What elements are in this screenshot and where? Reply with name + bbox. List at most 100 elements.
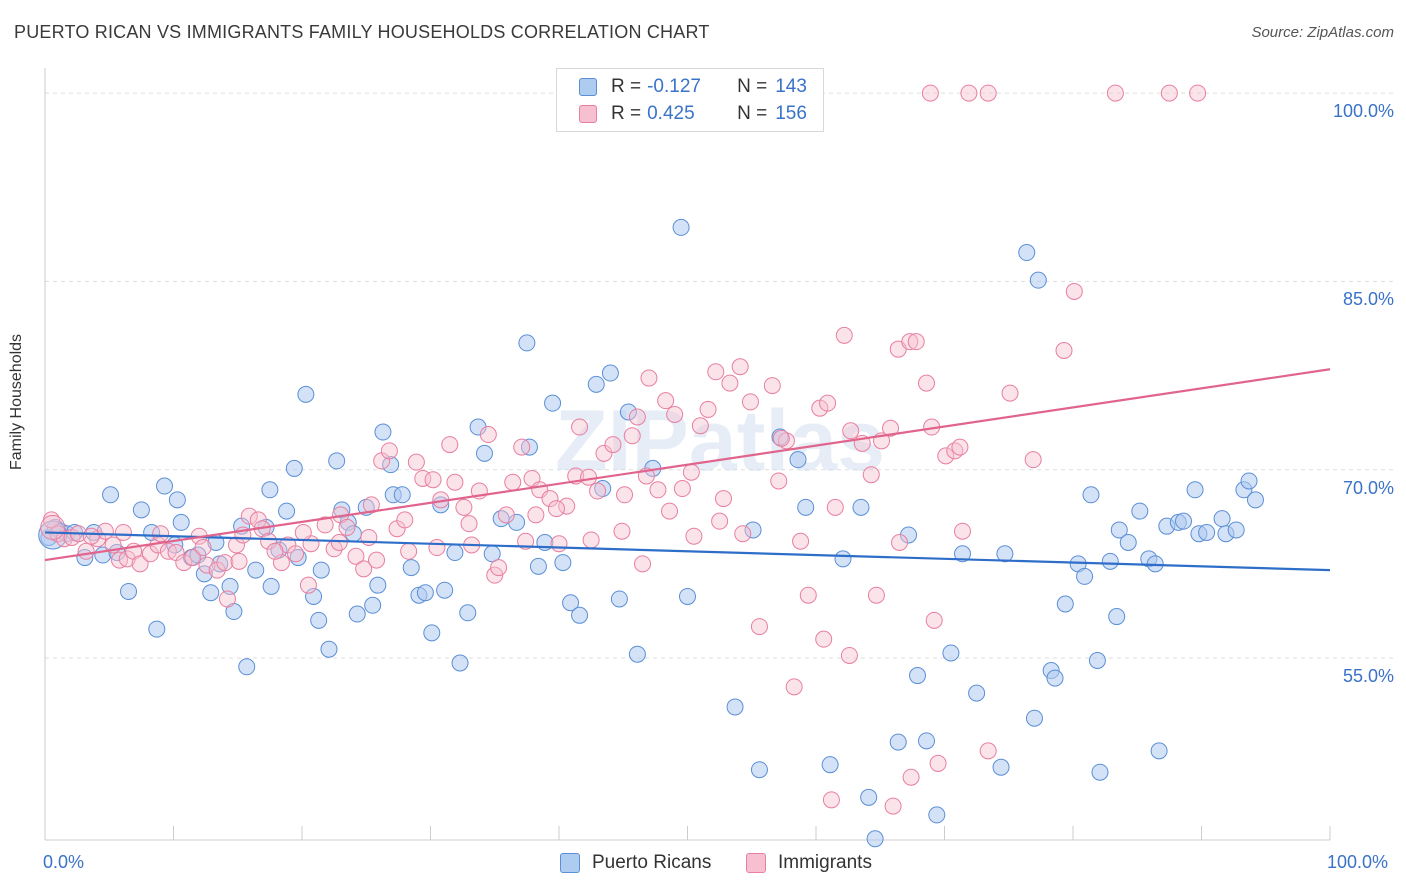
data-point-immigrants bbox=[634, 555, 652, 573]
source-note: Source: ZipAtlas.com bbox=[1251, 24, 1394, 41]
data-point-immigrants bbox=[446, 473, 464, 491]
data-point-immigrants bbox=[198, 556, 216, 574]
x-tick-label-min: 0.0% bbox=[43, 852, 85, 872]
data-point-immigrants bbox=[721, 374, 739, 392]
axes bbox=[44, 68, 1331, 841]
data-point-puerto-ricans bbox=[918, 732, 936, 750]
data-point-immigrants bbox=[114, 523, 132, 541]
data-point-puerto-ricans bbox=[1056, 595, 1074, 613]
data-point-immigrants bbox=[951, 438, 969, 456]
data-point-immigrants bbox=[979, 742, 997, 760]
data-point-puerto-ricans bbox=[475, 444, 493, 462]
data-point-puerto-ricans bbox=[554, 554, 572, 572]
data-point-puerto-ricans bbox=[750, 761, 768, 779]
data-point-puerto-ricans bbox=[992, 758, 1010, 776]
data-point-puerto-ricans bbox=[348, 605, 366, 623]
data-point-immigrants bbox=[424, 471, 442, 489]
data-point-immigrants bbox=[682, 463, 700, 481]
data-point-immigrants bbox=[623, 427, 641, 445]
data-point-immigrants bbox=[517, 532, 535, 550]
data-point-immigrants bbox=[547, 500, 565, 518]
data-point-immigrants bbox=[441, 436, 459, 454]
data-point-immigrants bbox=[862, 466, 880, 484]
data-point-puerto-ricans bbox=[278, 502, 296, 520]
data-point-immigrants bbox=[1001, 384, 1019, 402]
data-point-immigrants bbox=[792, 532, 810, 550]
data-point-immigrants bbox=[707, 363, 725, 381]
data-point-immigrants bbox=[338, 518, 356, 536]
data-point-puerto-ricans bbox=[102, 486, 120, 504]
data-point-immigrants bbox=[661, 502, 679, 520]
data-point-puerto-ricans bbox=[601, 364, 619, 382]
data-point-immigrants bbox=[819, 394, 837, 412]
data-point-immigrants bbox=[299, 576, 317, 594]
data-point-puerto-ricans bbox=[1213, 510, 1231, 528]
data-point-puerto-ricans bbox=[374, 423, 392, 441]
data-point-immigrants bbox=[380, 442, 398, 460]
data-point-immigrants bbox=[362, 496, 380, 514]
data-point-immigrants bbox=[734, 525, 752, 543]
data-point-immigrants bbox=[1024, 451, 1042, 469]
data-point-immigrants bbox=[685, 527, 703, 545]
data-point-puerto-ricans bbox=[1119, 533, 1137, 551]
data-point-puerto-ricans bbox=[571, 606, 589, 624]
data-point-puerto-ricans bbox=[285, 459, 303, 477]
data-point-immigrants bbox=[666, 405, 684, 423]
data-point-immigrants bbox=[1065, 282, 1083, 300]
data-point-puerto-ricans bbox=[148, 620, 166, 638]
data-point-immigrants bbox=[907, 333, 925, 351]
data-point-puerto-ricans bbox=[451, 654, 469, 672]
data-point-immigrants bbox=[266, 542, 284, 560]
data-point-immigrants bbox=[550, 535, 568, 553]
data-point-puerto-ricans bbox=[305, 587, 323, 605]
data-point-puerto-ricans bbox=[369, 576, 387, 594]
data-point-puerto-ricans bbox=[889, 733, 907, 751]
y-tick-label: 55.0% bbox=[1342, 665, 1394, 686]
data-point-immigrants bbox=[979, 84, 997, 102]
y-tick-label: 85.0% bbox=[1342, 289, 1394, 310]
data-point-immigrants bbox=[175, 554, 193, 572]
data-point-immigrants bbox=[527, 506, 545, 524]
data-point-puerto-ricans bbox=[393, 486, 411, 504]
data-point-puerto-ricans bbox=[221, 577, 239, 595]
r-value: -0.127 bbox=[647, 76, 701, 97]
legend-swatch-pink bbox=[746, 853, 766, 873]
data-point-puerto-ricans bbox=[821, 756, 839, 774]
data-point-puerto-ricans bbox=[996, 545, 1014, 563]
r-label: R = bbox=[611, 103, 642, 124]
data-point-immigrants bbox=[260, 532, 278, 550]
data-point-puerto-ricans bbox=[320, 640, 338, 658]
data-point-puerto-ricans bbox=[1091, 763, 1109, 781]
data-point-puerto-ricans bbox=[1131, 502, 1149, 520]
watermark: ZIPatlas bbox=[555, 393, 885, 489]
data-point-puerto-ricans bbox=[1198, 523, 1216, 541]
data-point-puerto-ricans bbox=[202, 584, 220, 602]
data-point-immigrants bbox=[82, 527, 100, 545]
data-point-puerto-ricans bbox=[628, 645, 646, 663]
data-point-immigrants bbox=[929, 754, 947, 772]
data-point-immigrants bbox=[691, 417, 709, 435]
data-point-puerto-ricans bbox=[297, 385, 315, 403]
data-point-immigrants bbox=[937, 447, 955, 465]
data-point-immigrants bbox=[815, 630, 833, 648]
data-point-immigrants bbox=[731, 358, 749, 376]
data-point-puerto-ricans bbox=[156, 477, 174, 495]
data-point-immigrants bbox=[960, 84, 978, 102]
data-point-puerto-ricans bbox=[238, 658, 256, 676]
data-point-puerto-ricans bbox=[310, 611, 328, 629]
data-point-immigrants bbox=[640, 369, 658, 387]
data-point-immigrants bbox=[287, 545, 305, 563]
data-point-puerto-ricans bbox=[132, 501, 150, 519]
correlation-legend: R = -0.127 N = 143 R = 0.425 N = 156 bbox=[556, 68, 824, 132]
data-point-puerto-ricans bbox=[610, 590, 628, 608]
y-tick-label: 70.0% bbox=[1342, 477, 1394, 498]
data-point-immigrants bbox=[455, 498, 473, 516]
data-point-immigrants bbox=[867, 586, 885, 604]
data-point-puerto-ricans bbox=[928, 806, 946, 824]
data-point-immigrants bbox=[131, 555, 149, 573]
data-point-immigrants bbox=[595, 444, 613, 462]
data-point-immigrants bbox=[750, 618, 768, 636]
data-point-puerto-ricans bbox=[1101, 552, 1119, 570]
data-point-puerto-ricans bbox=[518, 334, 536, 352]
data-point-immigrants bbox=[741, 393, 759, 411]
